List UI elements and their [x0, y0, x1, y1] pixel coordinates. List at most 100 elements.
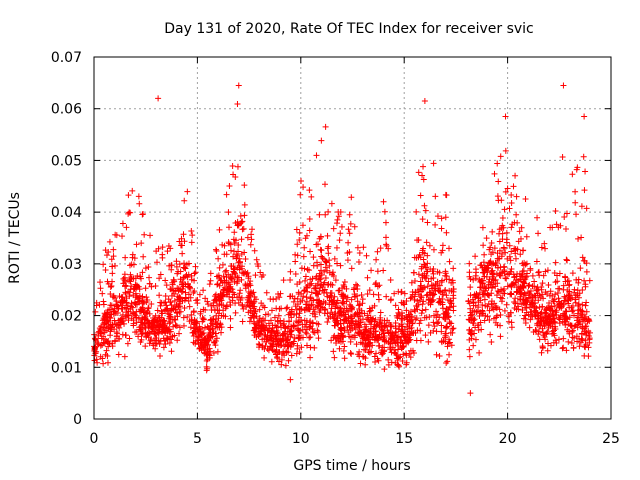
data-point [420, 298, 427, 305]
data-point [156, 340, 163, 347]
data-point [555, 295, 562, 302]
data-point [511, 282, 518, 289]
data-point [269, 324, 276, 331]
data-point [138, 336, 145, 343]
data-point [240, 225, 247, 232]
data-point [549, 331, 556, 337]
data-point [565, 282, 572, 289]
data-point [373, 256, 380, 263]
data-point [547, 342, 554, 349]
data-point [553, 221, 560, 228]
data-point [209, 326, 216, 333]
data-point [419, 286, 426, 293]
data-point [450, 325, 457, 332]
data-point [578, 203, 585, 210]
data-point [306, 187, 313, 194]
data-point [370, 291, 377, 298]
data-point [153, 259, 160, 266]
data-point [551, 296, 558, 303]
data-point [206, 352, 213, 359]
data-point [383, 234, 390, 241]
data-point [525, 294, 532, 301]
data-point [361, 346, 368, 353]
data-point [125, 317, 132, 324]
data-point [387, 297, 394, 304]
data-point [329, 271, 336, 278]
data-point [113, 301, 120, 308]
data-point [466, 346, 473, 353]
data-point [510, 183, 517, 190]
data-point [265, 311, 272, 318]
data-point [579, 336, 586, 343]
data-point [154, 324, 161, 331]
data-point [479, 302, 486, 309]
data-point [443, 229, 450, 236]
data-point [286, 293, 293, 300]
data-point [206, 331, 213, 338]
data-point [91, 335, 98, 342]
data-point [281, 324, 288, 331]
data-point [575, 301, 582, 308]
data-point [120, 298, 127, 305]
data-point [572, 199, 579, 206]
data-point [388, 336, 395, 343]
data-point [146, 329, 153, 336]
data-point [346, 230, 353, 237]
data-point [188, 272, 195, 279]
data-point [386, 330, 393, 337]
data-point [357, 360, 364, 367]
data-point [477, 309, 484, 316]
data-point [213, 298, 220, 305]
data-point [259, 342, 266, 349]
data-point [362, 355, 369, 362]
data-point [126, 335, 133, 342]
data-point [296, 348, 303, 355]
data-point [325, 250, 332, 257]
data-point [354, 298, 361, 305]
data-point [157, 302, 164, 309]
data-point [529, 272, 536, 279]
data-point [423, 239, 430, 246]
data-point [275, 323, 282, 330]
data-point [308, 289, 315, 296]
data-point [356, 301, 363, 308]
data-point [356, 348, 363, 355]
data-point [306, 216, 313, 222]
data-point [399, 358, 406, 365]
data-point [113, 321, 120, 328]
data-point [470, 320, 477, 327]
data-point [123, 305, 130, 312]
data-point [502, 275, 509, 282]
data-point [93, 299, 100, 306]
data-point [148, 336, 155, 343]
data-point [552, 291, 559, 298]
data-point [185, 284, 192, 291]
data-point [152, 283, 159, 289]
data-point [223, 303, 230, 310]
data-point [362, 326, 369, 333]
data-point [430, 270, 437, 277]
data-point [229, 162, 236, 169]
data-point [230, 289, 237, 296]
data-point [205, 301, 212, 308]
data-point [306, 334, 313, 341]
data-point [317, 275, 324, 282]
data-point [341, 278, 348, 285]
data-point [340, 320, 347, 327]
data-point [234, 163, 241, 170]
data-point [553, 339, 560, 346]
data-point [585, 328, 592, 335]
data-point [434, 268, 441, 275]
data-point [533, 328, 540, 335]
data-point [296, 318, 303, 325]
axis-ticks: 0 5 10 15 20 25 0 0.01 0.02 0.03 0.04 0.05 0.06 0.07 [51, 50, 620, 447]
data-point [327, 313, 334, 320]
data-point [315, 335, 322, 342]
data-point [504, 283, 511, 290]
data-point [315, 321, 322, 328]
data-point [432, 221, 439, 228]
data-point [97, 279, 104, 286]
data-point [291, 323, 298, 330]
data-point [355, 258, 362, 265]
data-point [293, 311, 300, 318]
